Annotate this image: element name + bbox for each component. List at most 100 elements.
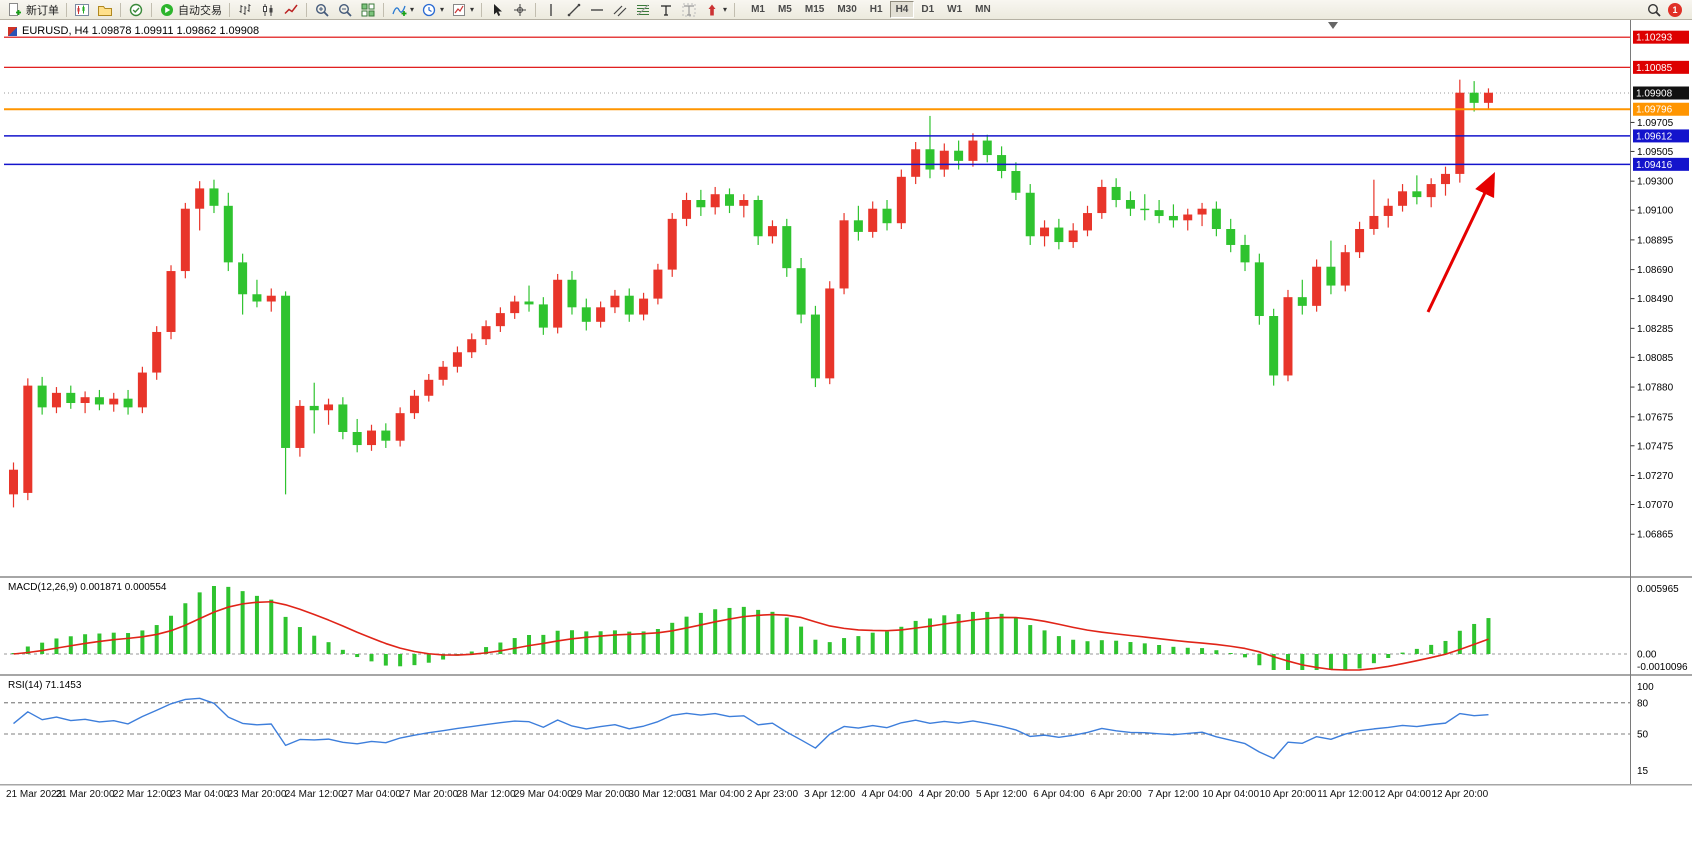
- data-window-icon: [129, 3, 143, 16]
- timeframe-button-m15[interactable]: M15: [799, 1, 830, 18]
- time-axis-label: 10 Apr 20:00: [1260, 789, 1317, 800]
- rsi-axis-label: 100: [1637, 682, 1654, 693]
- chart-title-text: EURUSD, H4 1.09878 1.09911 1.09862 1.099…: [22, 25, 260, 37]
- svg-text:1.08690: 1.08690: [1637, 265, 1674, 276]
- horizontal-line-icon: [591, 8, 604, 11]
- svg-text:1.09705: 1.09705: [1637, 118, 1674, 129]
- time-axis-label: 2 Apr 23:00: [747, 789, 799, 800]
- autotrading-button[interactable]: 自动交易: [156, 1, 225, 19]
- timeframe-button-m5[interactable]: M5: [772, 1, 798, 18]
- macd-axis-label: -0.0010096: [1637, 662, 1688, 673]
- timeframe-button-m1[interactable]: M1: [745, 1, 771, 18]
- time-axis-label: 31 Mar 04:00: [686, 789, 745, 800]
- svg-text:1.07270: 1.07270: [1637, 471, 1674, 482]
- templates-button[interactable]: ▾: [448, 1, 477, 19]
- time-axis-label: 23 Mar 04:00: [170, 789, 229, 800]
- svg-text:1.08285: 1.08285: [1637, 324, 1674, 335]
- data-window-button[interactable]: [125, 1, 147, 19]
- new-order-label: 新订单: [26, 4, 59, 17]
- line-chart-button[interactable]: [280, 1, 302, 19]
- label-button[interactable]: [678, 1, 700, 19]
- time-axis-label: 28 Mar 12:00: [457, 789, 516, 800]
- chart-window-button[interactable]: [71, 1, 93, 19]
- time-axis-label: 23 Mar 20:00: [227, 789, 286, 800]
- timeframe-button-m30[interactable]: M30: [831, 1, 862, 18]
- bar-chart-button[interactable]: [234, 1, 256, 19]
- candlestick-series: [9, 79, 1493, 508]
- crosshair-icon: [514, 3, 527, 16]
- candlestick-chart-button[interactable]: [257, 1, 279, 19]
- zoom-out-button[interactable]: [334, 1, 356, 19]
- vertical-line-icon: [550, 3, 552, 16]
- pane-separator[interactable]: [0, 784, 1692, 786]
- svg-text:1.10293: 1.10293: [1636, 33, 1673, 44]
- timeframe-button-d1[interactable]: D1: [915, 1, 940, 18]
- chevron-down-icon: ▾: [470, 4, 475, 14]
- trendline-button[interactable]: [563, 1, 585, 19]
- svg-text:1.09796: 1.09796: [1636, 105, 1673, 116]
- time-axis-label: 4 Apr 04:00: [861, 789, 913, 800]
- macd-axis-label: 0.005965: [1637, 584, 1679, 595]
- trendline-icon: [567, 3, 581, 16]
- toolbar-separator: [151, 2, 152, 17]
- time-axis-label: 4 Apr 20:00: [919, 789, 971, 800]
- toolbar-separator: [229, 2, 230, 17]
- time-axis-label: 6 Apr 04:00: [1033, 789, 1085, 800]
- tile-windows-icon: [361, 3, 375, 16]
- timeframe-button-h4[interactable]: H4: [889, 1, 915, 18]
- svg-text:1.06865: 1.06865: [1637, 530, 1674, 541]
- new-order-button[interactable]: 新订单: [4, 1, 62, 19]
- fibonacci-button[interactable]: [632, 1, 654, 19]
- timeframe-group: M1 M5 M15 M30 H1 H4 D1 W1 MN: [745, 1, 997, 18]
- macd-label: MACD(12,26,9) 0.001871 0.000554: [8, 582, 167, 593]
- pane-separator[interactable]: [0, 674, 1692, 676]
- timeframe-button-h1[interactable]: H1: [864, 1, 889, 18]
- time-axis-label: 12 Apr 04:00: [1374, 789, 1431, 800]
- trend-arrow-annotation[interactable]: [1426, 171, 1495, 313]
- timeframe-button-w1[interactable]: W1: [941, 1, 968, 18]
- price-tag-current: 1.09908: [1633, 86, 1689, 100]
- time-axis-label: 6 Apr 20:00: [1091, 789, 1143, 800]
- cursor-button[interactable]: [486, 1, 508, 19]
- arrows-button[interactable]: ▾: [701, 1, 730, 19]
- price-tag-resistance-line-2: 1.10085: [1633, 60, 1689, 74]
- rsi-axis-label: 50: [1637, 730, 1649, 741]
- indicators-button[interactable]: ▾: [388, 1, 417, 19]
- time-axis-label: 5 Apr 12:00: [976, 789, 1028, 800]
- vertical-line-button[interactable]: [540, 1, 562, 19]
- channel-icon: [613, 5, 627, 16]
- time-axis-label: 29 Mar 04:00: [514, 789, 573, 800]
- profiles-button[interactable]: [94, 1, 116, 19]
- fibonacci-icon: [637, 4, 650, 15]
- search-button[interactable]: [1643, 1, 1665, 19]
- rsi-axis-label: 80: [1637, 698, 1649, 709]
- channel-button[interactable]: [609, 1, 631, 19]
- periods-button[interactable]: ▾: [418, 1, 447, 19]
- time-axis-label: 29 Mar 20:00: [571, 789, 630, 800]
- toolbar-separator: [306, 2, 307, 17]
- rsi-label: RSI(14) 71.1453: [8, 680, 82, 691]
- chart-shift-marker[interactable]: [1328, 22, 1338, 29]
- macd-axis-label: 0.00: [1637, 650, 1657, 661]
- crosshair-button[interactable]: [509, 1, 531, 19]
- time-axis-label: 27 Mar 04:00: [342, 789, 401, 800]
- zoom-in-button[interactable]: [311, 1, 333, 19]
- cursor-icon: [494, 3, 503, 16]
- horizontal-line-button[interactable]: [586, 1, 608, 19]
- pane-separator[interactable]: [0, 576, 1692, 578]
- notification-badge[interactable]: 1: [1668, 2, 1682, 17]
- svg-text:1.09100: 1.09100: [1637, 206, 1674, 217]
- symbol-icon: [8, 26, 17, 36]
- toolbar: 新订单 自动交易 ▾ ▾ ▾: [0, 0, 1692, 20]
- indicators-icon: [392, 5, 407, 16]
- zoom-out-icon: [338, 3, 352, 17]
- time-axis-label: 24 Mar 12:00: [285, 789, 344, 800]
- price-axis[interactable]: 1.09705 1.09505 1.09300 1.09100 1.08895 1.086…: [1630, 30, 1690, 541]
- text-button[interactable]: [655, 1, 677, 19]
- rsi-axis-label: 15: [1637, 766, 1649, 777]
- timeframe-button-mn[interactable]: MN: [969, 1, 997, 18]
- svg-text:1.09908: 1.09908: [1636, 89, 1673, 100]
- tile-windows-button[interactable]: [357, 1, 379, 19]
